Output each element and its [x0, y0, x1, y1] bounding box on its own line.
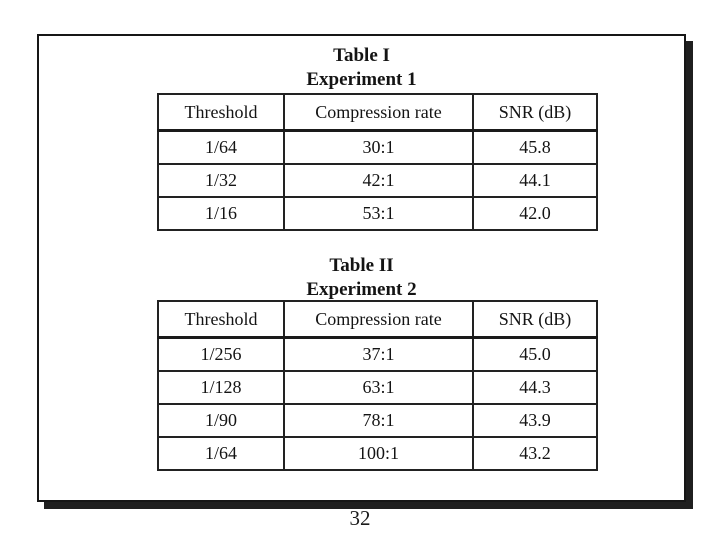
column-header: Threshold	[157, 300, 285, 339]
table-row: 1/64 100:1 43.2	[157, 436, 598, 471]
table-cell: 100:1	[283, 436, 474, 471]
table-cell: 1/90	[157, 403, 285, 438]
table-cell: 43.9	[472, 403, 598, 438]
experiment-1-table-wrapper: Threshold Compression rate SNR (dB) 1/64 30:…	[157, 93, 598, 231]
table-cell: 44.3	[472, 370, 598, 405]
table-cell: 1/256	[157, 336, 285, 372]
column-header: Compression rate	[283, 300, 474, 339]
table-cell: 1/16	[157, 196, 285, 231]
table-cell: 43.2	[472, 436, 598, 471]
experiment-1-table: Threshold Compression rate SNR (dB) 1/64 30:…	[157, 93, 598, 231]
page-number: 32	[349, 506, 371, 530]
table-row: 1/16 53:1 42.0	[157, 196, 598, 231]
experiment-2-table: Threshold Compression rate SNR (dB) 1/256 37…	[157, 300, 598, 471]
slide-canvas: Table I Experiment 1 Threshold Compressio…	[37, 34, 686, 502]
table1-caption: Table I Experiment 1	[39, 44, 684, 92]
table-row: 1/256 37:1 45.0	[157, 336, 598, 372]
table2-subtitle: Experiment 2	[306, 279, 417, 300]
table-cell: 42.0	[472, 196, 598, 231]
experiment-2-table-wrapper: Threshold Compression rate SNR (dB) 1/256 37…	[157, 300, 598, 471]
table-cell: 37:1	[283, 336, 474, 372]
header-row: Threshold Compression rate SNR (dB)	[157, 93, 598, 132]
table2-title: Table II	[329, 255, 394, 276]
table1-subtitle: Experiment 1	[306, 69, 417, 90]
table-cell: 63:1	[283, 370, 474, 405]
table-cell: 1/64	[157, 129, 285, 165]
table-cell: 44.1	[472, 163, 598, 198]
table-row: 1/64 30:1 45.8	[157, 129, 598, 165]
table2-caption: Table II Experiment 2	[39, 254, 684, 302]
table-cell: 42:1	[283, 163, 474, 198]
table1-title: Table I	[333, 45, 390, 66]
table-cell: 45.0	[472, 336, 598, 372]
table-cell: 45.8	[472, 129, 598, 165]
table-cell: 53:1	[283, 196, 474, 231]
table-cell: 1/128	[157, 370, 285, 405]
column-header: Threshold	[157, 93, 285, 132]
column-header: Compression rate	[283, 93, 474, 132]
table-row: 1/90 78:1 43.9	[157, 403, 598, 438]
column-header: SNR (dB)	[472, 300, 598, 339]
table-cell: 1/64	[157, 436, 285, 471]
table-row: 1/128 63:1 44.3	[157, 370, 598, 405]
table-row: 1/32 42:1 44.1	[157, 163, 598, 198]
table-cell: 30:1	[283, 129, 474, 165]
header-row: Threshold Compression rate SNR (dB)	[157, 300, 598, 339]
column-header: SNR (dB)	[472, 93, 598, 132]
table-cell: 1/32	[157, 163, 285, 198]
table-cell: 78:1	[283, 403, 474, 438]
